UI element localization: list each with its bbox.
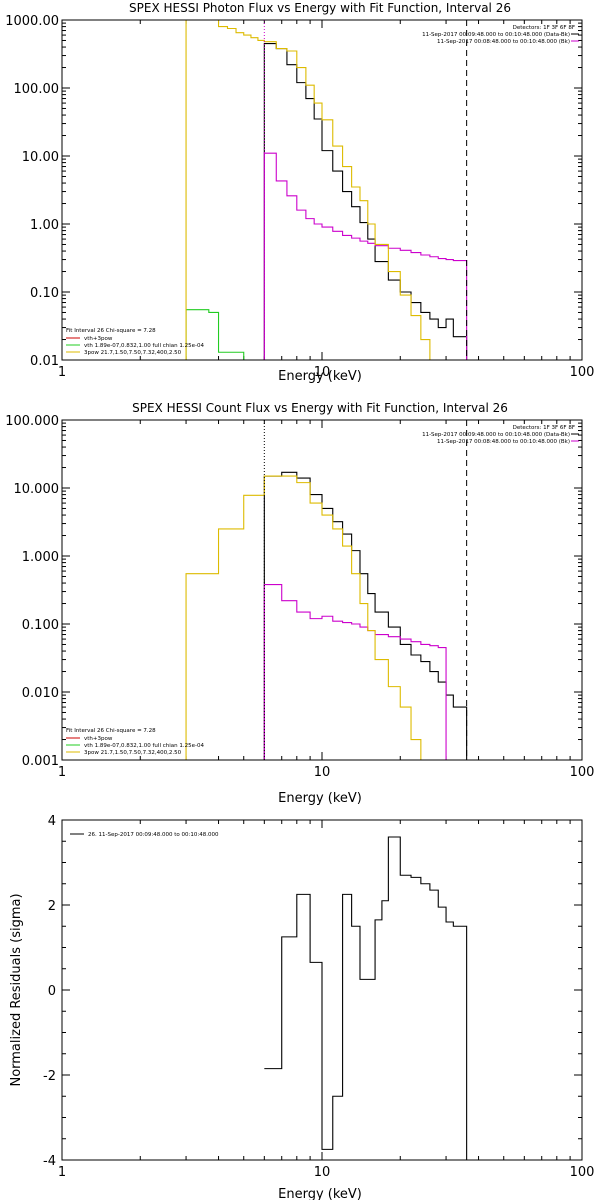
y-tick-label: 1.00	[30, 218, 59, 233]
x-tick-label: 1	[58, 1165, 66, 1180]
panel1-bk-interval: 11-Sep-2017 00:08:48.000 to 00:10:48.000…	[437, 39, 570, 45]
panel2-detectors: Detectors: 1F 3F 6F 8F	[513, 425, 575, 431]
panel3-legend: 26. 11-Sep-2017 00:09:48.000 to 00:10:48…	[88, 832, 219, 838]
panel1-detectors: Detectors: 1F 3F 6F 8F	[513, 25, 575, 31]
x-tick-label: 10	[314, 765, 331, 780]
panel3-frame	[61, 819, 583, 1161]
series-bk	[263, 584, 447, 760]
panel2-xlabel: Energy (keV)	[278, 791, 362, 806]
panel2-bk-interval: 11-Sep-2017 00:08:48.000 to 00:10:48.000…	[437, 439, 570, 445]
panel2-legend-2: vth 1.89e-07,0.832,1.00 full chian 1.25e…	[84, 743, 204, 749]
series-3pow	[185, 475, 454, 760]
residuals-panel: 1 10 100 4 2 0 -2 -4 26. 11-Sep-2017 00:09:48.0…	[9, 814, 594, 1200]
y-tick-label: 10.000	[14, 482, 60, 497]
y-tick-label: 100.000	[5, 414, 59, 429]
y-tick-label: -2	[43, 1069, 56, 1084]
series-vth	[185, 309, 251, 360]
y-tick-label: 0.10	[30, 286, 59, 301]
x-tick-label: 10	[314, 1165, 331, 1180]
y-tick-label: 4	[48, 814, 56, 829]
panel2-frame	[61, 419, 583, 761]
panel3-xlabel: Energy (keV)	[278, 1187, 362, 1200]
series-26-11-sep-2017-00-09-48-000-to	[264, 836, 468, 1160]
series-data-bk	[263, 43, 468, 360]
panel3-plot-area: 1 10 100 4 2 0 -2 -4	[43, 814, 594, 1180]
y-tick-label: 0.001	[22, 754, 59, 769]
y-tick-label: 0.01	[30, 354, 59, 369]
y-tick-label: 0.010	[22, 686, 59, 701]
panel1-legend-1: vth+3pow	[84, 336, 113, 342]
photon-flux-panel: SPEX HESSI Photon Flux vs Energy with Fi…	[5, 1, 594, 384]
panel1-fit-info: Fit Interval 26 Chi-square = 7.28	[66, 328, 156, 334]
y-tick-label: 1000.00	[5, 14, 59, 29]
panel1-data-interval: 11-Sep-2017 00:09:48.000 to 00:10:48.000…	[422, 32, 570, 38]
series-data-bk	[263, 471, 468, 760]
count-flux-panel: SPEX HESSI Count Flux vs Energy with Fit…	[5, 401, 594, 806]
x-tick-label: 1	[58, 365, 66, 380]
x-tick-label: 100	[570, 365, 595, 380]
y-tick-label: 0	[48, 984, 56, 999]
panel2-legend-1: vth+3pow	[84, 736, 113, 742]
panel1-legend-3: 3pow 21.7,1.50,7.50,7.32,400,2.50	[84, 350, 182, 356]
panel2-legend-3: 3pow 21.7,1.50,7.50,7.32,400,2.50	[84, 750, 182, 756]
x-tick-label: 100	[570, 765, 595, 780]
panel1-plot-area: 1 10 100 1000.00 100.00 10.00 1.00 0.10 0.01	[5, 14, 594, 380]
panel1-legend-2: vth 1.89e-07,0.832,1.00 full chian 1.25e…	[84, 343, 204, 349]
y-tick-label: 100.00	[14, 82, 60, 97]
y-tick-label: 10.00	[22, 150, 59, 165]
panel1-title: SPEX HESSI Photon Flux vs Energy with Fi…	[129, 1, 511, 15]
y-tick-label: 0.100	[22, 618, 59, 633]
series-3pow	[185, 20, 467, 360]
panel3-ylabel: Normalized Residuals (sigma)	[9, 893, 24, 1086]
panel2-title: SPEX HESSI Count Flux vs Energy with Fit…	[132, 401, 508, 415]
x-tick-label: 100	[570, 1165, 595, 1180]
series-bk	[263, 152, 468, 360]
panel1-frame	[61, 19, 583, 361]
panel2-plot-area: 1 10 100 100.000 10.000 1.000 0.100 0.010 0.001	[5, 414, 594, 780]
panel1-xlabel: Energy (keV)	[278, 369, 362, 384]
x-tick-label: 1	[58, 765, 66, 780]
y-tick-label: 1.000	[22, 550, 59, 565]
y-tick-label: -4	[43, 1154, 56, 1169]
panel2-fit-info: Fit Interval 26 Chi-square = 7.28	[66, 728, 156, 734]
y-tick-label: 2	[48, 899, 56, 914]
x-tick-label: 10	[314, 365, 331, 380]
panel2-data-interval: 11-Sep-2017 00:09:48.000 to 00:10:48.000…	[422, 432, 570, 438]
